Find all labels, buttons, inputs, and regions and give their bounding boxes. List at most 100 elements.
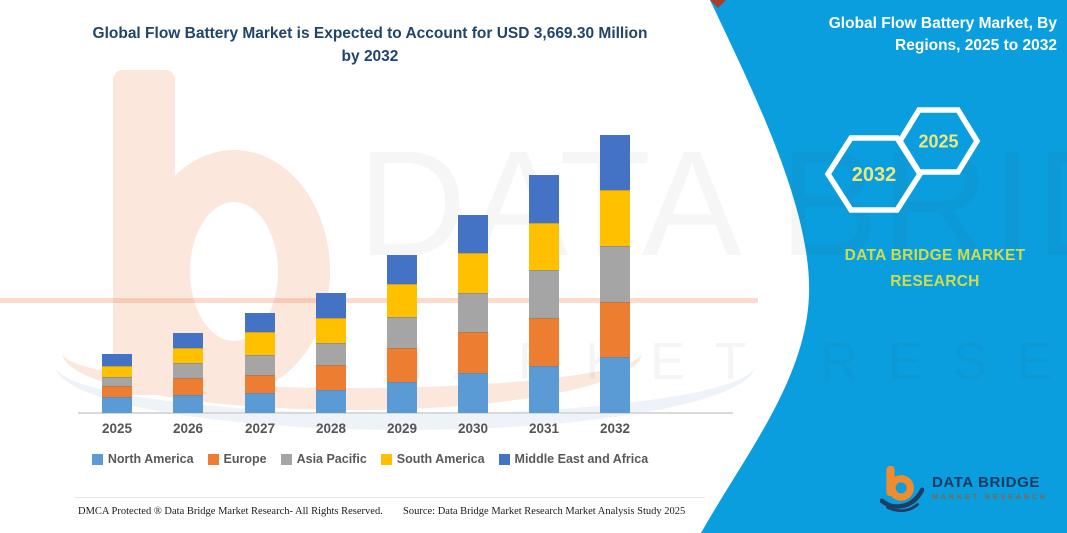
segment-middle-east-and-africa-2032 — [600, 135, 630, 191]
legend-swatch-middle-east-and-africa — [498, 453, 510, 465]
year-hexagons: 2032 2025 — [824, 107, 981, 213]
company-logo-name: DATA BRIDGE — [932, 473, 1040, 491]
panel-brand-line2: RESEARCH — [890, 272, 980, 290]
segment-asia-pacific-2026 — [173, 362, 203, 378]
legend-label-north-america: North America — [107, 452, 194, 466]
x-axis-label-2028: 2028 — [315, 421, 347, 436]
bar-2028 — [316, 292, 346, 413]
segment-north-america-2028 — [316, 389, 346, 413]
legend-label-europe: Europe — [223, 452, 267, 466]
hexagon-2025 — [896, 107, 981, 175]
segment-europe-2030 — [458, 332, 488, 373]
legend-swatch-europe — [207, 453, 219, 465]
panel-brand-line1: DATA BRIDGE MARKET — [844, 247, 1026, 264]
segment-south-america-2027 — [245, 331, 275, 355]
stacked-bar-chart: 2025 2026 2027 2028 2029 2030 2031 2032 — [78, 135, 733, 436]
chart-title-line1: Global Flow Battery Market is Expected t… — [92, 25, 648, 42]
segment-middle-east-and-africa-2030 — [458, 214, 488, 253]
company-logo-text: DATA BRIDGE MARKET RESEARCH — [932, 474, 1048, 501]
legend-label-asia-pacific: Asia Pacific — [296, 452, 367, 466]
segment-europe-2032 — [600, 301, 630, 357]
company-logo-icon — [880, 465, 924, 512]
segment-asia-pacific-2030 — [458, 292, 488, 332]
bar-2031 — [529, 174, 559, 413]
segment-asia-pacific-2031 — [529, 269, 559, 318]
legend-item-europe: Europe — [207, 452, 267, 466]
bar-2029 — [387, 254, 417, 413]
footer-source-text: Source: Data Bridge Market Research Mark… — [403, 506, 686, 517]
chart-legend: North America Europe Asia Pacific South Ame… — [30, 452, 710, 466]
x-axis-label-2030: 2030 — [457, 421, 489, 436]
segment-north-america-2031 — [529, 366, 559, 413]
legend-swatch-asia-pacific — [280, 453, 292, 465]
footer: DMCA Protected ® Data Bridge Market Rese… — [75, 497, 705, 533]
bar-2027 — [245, 312, 275, 413]
side-panel-title-line2: Regions, 2025 to 2032 — [895, 37, 1057, 55]
x-axis-label-2029: 2029 — [386, 421, 418, 436]
legend-swatch-south-america — [380, 453, 392, 465]
chart-title-line2: by 2032 — [341, 48, 399, 66]
segment-asia-pacific-2027 — [245, 354, 275, 375]
bar-2025 — [102, 354, 132, 413]
segment-europe-2031 — [529, 317, 559, 366]
x-axis-label-2027: 2027 — [244, 421, 276, 436]
x-axis-line — [78, 412, 733, 414]
segment-asia-pacific-2028 — [316, 342, 346, 365]
segment-middle-east-and-africa-2031 — [529, 174, 559, 223]
hexagon-2032-label: 2032 — [852, 164, 897, 186]
segment-asia-pacific-2032 — [600, 246, 630, 302]
segment-asia-pacific-2029 — [387, 317, 417, 348]
segment-south-america-2031 — [529, 222, 559, 270]
x-axis-label-2032: 2032 — [599, 421, 631, 436]
red-accent-sliver — [710, 0, 726, 8]
legend-label-middle-east-and-africa: Middle East and Africa — [514, 452, 649, 466]
panel-brand-text: DATA BRIDGE MARKET RESEARCH — [818, 243, 1052, 294]
chart-title: Global Flow Battery Market is Expected t… — [40, 22, 700, 69]
segment-middle-east-and-africa-2027 — [245, 312, 275, 332]
bar-2030 — [458, 214, 488, 413]
segment-asia-pacific-2025 — [102, 376, 132, 387]
side-panel-title: Global Flow Battery Market, By Regions, … — [757, 13, 1057, 58]
segment-south-america-2026 — [173, 347, 203, 363]
segment-south-america-2025 — [102, 365, 132, 377]
segment-europe-2026 — [173, 377, 203, 395]
legend-swatch-north-america — [91, 453, 103, 465]
legend-item-middle-east-and-africa: Middle East and Africa — [498, 452, 649, 466]
segment-middle-east-and-africa-2029 — [387, 254, 417, 284]
segment-north-america-2030 — [458, 372, 488, 413]
segment-middle-east-and-africa-2028 — [316, 292, 346, 318]
segment-middle-east-and-africa-2025 — [102, 354, 132, 366]
segment-north-america-2029 — [387, 382, 417, 413]
segment-europe-2029 — [387, 347, 417, 382]
company-logo: DATA BRIDGE MARKET RESEARCH — [880, 462, 1048, 512]
segment-north-america-2032 — [600, 356, 630, 413]
logo-swoosh2-icon — [885, 503, 919, 512]
bar-2026 — [173, 332, 203, 413]
x-axis-label-2025: 2025 — [101, 421, 133, 436]
side-panel-shape — [701, 0, 1067, 533]
company-logo-subtitle: MARKET RESEARCH — [932, 493, 1049, 501]
bar-2032 — [600, 135, 630, 413]
legend-item-north-america: North America — [91, 452, 194, 466]
legend-item-asia-pacific: Asia Pacific — [280, 452, 367, 466]
segment-north-america-2025 — [102, 396, 132, 413]
segment-north-america-2026 — [173, 394, 203, 413]
segment-north-america-2027 — [245, 392, 275, 413]
segment-middle-east-and-africa-2026 — [173, 332, 203, 348]
segment-south-america-2028 — [316, 317, 346, 343]
segment-south-america-2029 — [387, 283, 417, 317]
segment-south-america-2030 — [458, 252, 488, 293]
segment-south-america-2032 — [600, 190, 630, 246]
x-axis-label-2031: 2031 — [528, 421, 560, 436]
logo-swoosh-icon — [880, 487, 924, 509]
watermark-underline — [0, 298, 758, 303]
x-axis-label-2026: 2026 — [172, 421, 204, 436]
watermark-text-marketresearch: MARKET RESEARCH — [380, 333, 1067, 391]
hexagon-2025-label: 2025 — [918, 132, 958, 152]
legend-item-south-america: South America — [380, 452, 485, 466]
segment-europe-2027 — [245, 374, 275, 393]
footer-dmca-text: DMCA Protected ® Data Bridge Market Rese… — [78, 506, 383, 517]
legend-label-south-america: South America — [396, 452, 485, 466]
